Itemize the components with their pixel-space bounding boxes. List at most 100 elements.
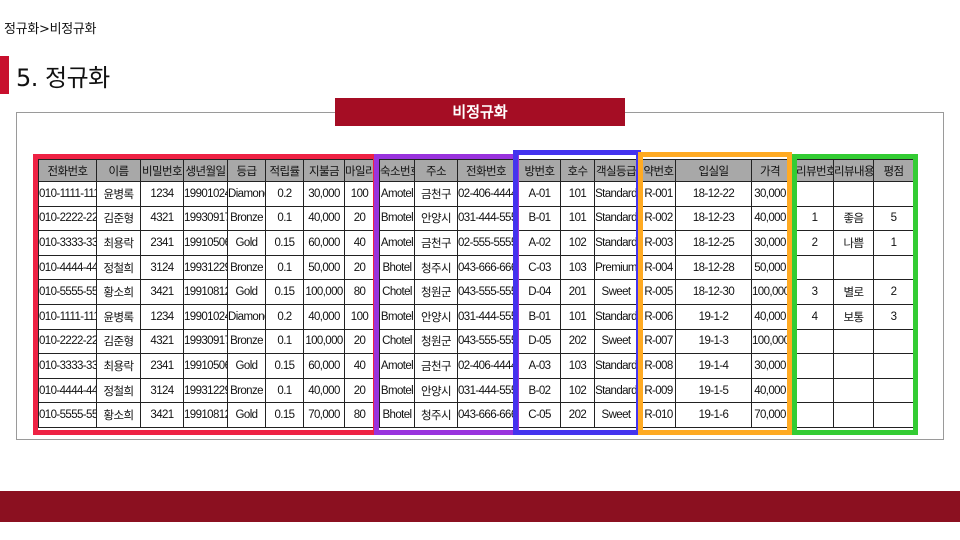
table-cell: 40 bbox=[344, 353, 375, 379]
column-header: 약번호 bbox=[641, 159, 676, 182]
column-header: 리뷰내용 bbox=[833, 159, 874, 182]
table-row: C-05 202 Sweet bbox=[518, 402, 638, 428]
table-cell: 김준형 bbox=[96, 328, 141, 355]
table-cell: 201 bbox=[560, 279, 595, 305]
table-cell: 50,000 bbox=[303, 254, 345, 281]
column-header: 리뷰번호 bbox=[795, 159, 834, 182]
table-cell: 19931229 bbox=[183, 254, 228, 281]
table-cell: 100,000 bbox=[751, 328, 789, 355]
table-cell: 101 bbox=[560, 205, 595, 232]
table-cell: 안양시 bbox=[414, 205, 458, 232]
table-cell: 80 bbox=[344, 279, 375, 305]
table-row bbox=[795, 181, 914, 207]
table-cell: 4321 bbox=[140, 205, 184, 232]
table-cell: D-04 bbox=[518, 279, 561, 305]
table-row: A-03 103 Standard bbox=[518, 353, 638, 379]
column-header: 이름 bbox=[96, 159, 141, 182]
table-cell: 19-1-2 bbox=[675, 303, 752, 330]
table-cell: 2 bbox=[873, 279, 914, 305]
column-header: 입실일 bbox=[675, 159, 752, 182]
table-cell: Amotel bbox=[379, 353, 415, 379]
table-cell: Standard bbox=[594, 230, 638, 256]
table-cell: 0.15 bbox=[265, 230, 304, 256]
table-cell bbox=[795, 181, 834, 207]
table-cell: 101 bbox=[560, 181, 595, 207]
table-cell: C-05 bbox=[518, 402, 561, 428]
table-row: 1 좋음 5 bbox=[795, 205, 914, 232]
table-row: 010-4444-4444정철희312419931229Bronze0.140,… bbox=[38, 377, 375, 404]
table-cell: 40,000 bbox=[751, 205, 789, 232]
table-cell: 30,000 bbox=[751, 353, 789, 379]
table-cell: 18-12-30 bbox=[675, 279, 752, 305]
table-row bbox=[795, 377, 914, 404]
table-cell: Bmotel bbox=[379, 303, 415, 330]
table-cell: 043-666-6666 bbox=[457, 254, 515, 281]
table-cell: 010-2222-2222 bbox=[38, 328, 97, 355]
table-row: R-005 18-12-30 100,000 bbox=[641, 279, 789, 305]
table-cell: 청원군 bbox=[414, 279, 458, 305]
table-cell: 18-12-22 bbox=[675, 181, 752, 207]
table-cell bbox=[795, 402, 834, 428]
table-cell: 2 bbox=[795, 230, 834, 256]
table-cell: 0.1 bbox=[265, 254, 304, 281]
table-cell: 19-1-4 bbox=[675, 353, 752, 379]
breadcrumb: 정규화>비정규화 bbox=[4, 22, 97, 37]
table-cell: 02-406-4444 bbox=[457, 181, 515, 207]
table-cell bbox=[873, 254, 914, 281]
table-row: Amotel 금천구 02-406-4444 bbox=[379, 353, 515, 379]
table-cell: 2341 bbox=[140, 353, 184, 379]
table-cell bbox=[873, 402, 914, 428]
table-cell: C-03 bbox=[518, 254, 561, 281]
table-cell: 031-444-5555 bbox=[457, 303, 515, 330]
table-cell: 4321 bbox=[140, 328, 184, 355]
table-row: R-007 19-1-3 100,000 bbox=[641, 328, 789, 355]
table-cell: 19931229 bbox=[183, 377, 228, 404]
table-cell: 010-3333-3333 bbox=[38, 353, 97, 379]
table-cell: 4 bbox=[795, 303, 834, 330]
table-cell: 금천구 bbox=[414, 353, 458, 379]
table-cell: 1234 bbox=[140, 181, 184, 207]
table-cell: 30,000 bbox=[751, 181, 789, 207]
table-row bbox=[795, 353, 914, 379]
table-cell: A-02 bbox=[518, 230, 561, 256]
table-row: 010-2222-2222김준형432119930917Bronze0.140,… bbox=[38, 205, 375, 232]
table-cell: 50,000 bbox=[751, 254, 789, 281]
table-row: 010-1111-1111윤병록123419901024Diamond0.240… bbox=[38, 303, 375, 330]
table-cell: R-002 bbox=[641, 205, 676, 232]
table-cell: 40,000 bbox=[751, 303, 789, 330]
column-header: 주소 bbox=[414, 159, 458, 182]
table-cell: 60,000 bbox=[303, 353, 345, 379]
table-cell: 010-2222-2222 bbox=[38, 205, 97, 232]
column-header: 전화번호 bbox=[457, 159, 515, 182]
table-row: Amotel 금천구 02-555-5555 bbox=[379, 230, 515, 256]
table-row: B-01 101 Standard bbox=[518, 205, 638, 232]
table-cell: 2341 bbox=[140, 230, 184, 256]
table-cell: 최용락 bbox=[96, 230, 141, 256]
table-cell: 010-4444-4444 bbox=[38, 254, 97, 281]
table-cell: 1234 bbox=[140, 303, 184, 330]
table-cell: 010-5555-5555 bbox=[38, 402, 97, 428]
table-row: R-001 18-12-22 30,000 bbox=[641, 181, 789, 207]
table-cell: 1 bbox=[795, 205, 834, 232]
table-cell: 102 bbox=[560, 377, 595, 404]
table-cell: Amotel bbox=[379, 181, 415, 207]
table-cell: 금천구 bbox=[414, 230, 458, 256]
table-cell: 202 bbox=[560, 402, 595, 428]
table-cell: 청주시 bbox=[414, 402, 458, 428]
table-cell: 010-4444-4444 bbox=[38, 377, 97, 404]
table-cell: Bronze bbox=[227, 205, 266, 232]
table-cell: 19930917 bbox=[183, 328, 228, 355]
table-cell: 황소희 bbox=[96, 402, 141, 428]
table-cell: Gold bbox=[227, 230, 266, 256]
table-cell: 80 bbox=[344, 402, 375, 428]
reservation-table: 약번호 입실일 가격 R-001 18-12-22 30,000 R-002 18-12-23… bbox=[641, 159, 789, 428]
table-cell: 102 bbox=[560, 230, 595, 256]
column-header: 등급 bbox=[227, 159, 266, 182]
table-row: Amotel 금천구 02-406-4444 bbox=[379, 181, 515, 207]
table-cell: 40,000 bbox=[303, 205, 345, 232]
table-cell: 202 bbox=[560, 328, 595, 355]
table-cell: 40,000 bbox=[303, 377, 345, 404]
column-header: 숙소번호 bbox=[379, 159, 415, 182]
